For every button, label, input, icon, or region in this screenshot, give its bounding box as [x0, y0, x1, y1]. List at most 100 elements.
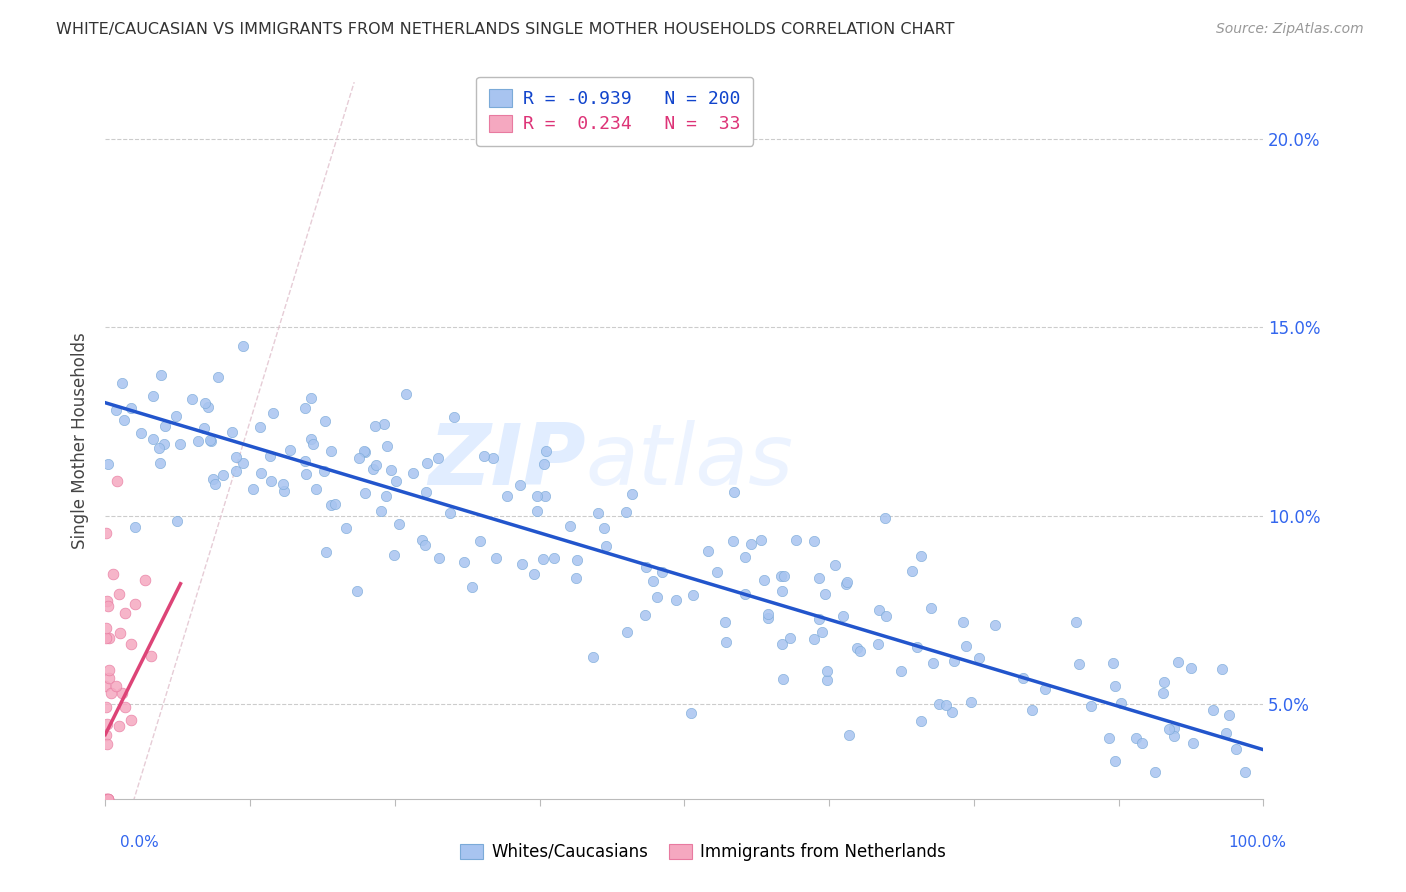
Point	[134, 574, 156, 588]
Point	[770, 583, 793, 598]
Point	[1021, 703, 1043, 717]
Point	[1064, 615, 1087, 629]
Point	[94, 728, 117, 742]
Point	[97, 791, 120, 805]
Point	[905, 640, 928, 654]
Point	[1125, 731, 1147, 745]
Point	[1152, 686, 1174, 700]
Point	[740, 537, 762, 551]
Point	[1211, 662, 1233, 676]
Point	[901, 564, 924, 578]
Point	[756, 607, 779, 621]
Point	[468, 534, 491, 549]
Point	[485, 551, 508, 566]
Point	[94, 791, 117, 805]
Point	[108, 719, 131, 733]
Point	[943, 654, 966, 668]
Point	[824, 558, 846, 572]
Point	[97, 599, 120, 613]
Point	[299, 432, 322, 446]
Point	[595, 539, 617, 553]
Point	[142, 389, 165, 403]
Point	[388, 516, 411, 531]
Point	[211, 468, 233, 483]
Point	[651, 565, 673, 579]
Point	[567, 552, 589, 566]
Point	[225, 450, 247, 464]
Point	[364, 419, 387, 434]
Point	[100, 686, 122, 700]
Point	[969, 651, 991, 665]
Point	[271, 476, 294, 491]
Point	[416, 456, 439, 470]
Point	[1157, 722, 1180, 736]
Point	[960, 695, 983, 709]
Point	[785, 533, 807, 547]
Point	[98, 663, 121, 677]
Point	[723, 534, 745, 549]
Point	[510, 557, 533, 571]
Point	[814, 587, 837, 601]
Point	[803, 533, 825, 548]
Point	[149, 456, 172, 470]
Point	[835, 575, 858, 590]
Point	[204, 477, 226, 491]
Point	[565, 571, 588, 585]
Point	[197, 400, 219, 414]
Point	[935, 698, 957, 713]
Point	[98, 671, 121, 685]
Point	[380, 462, 402, 476]
Point	[815, 664, 838, 678]
Point	[94, 699, 117, 714]
Point	[749, 533, 772, 547]
Point	[94, 631, 117, 645]
Point	[259, 475, 281, 489]
Point	[374, 489, 396, 503]
Point	[108, 625, 131, 640]
Point	[723, 485, 745, 500]
Point	[187, 434, 209, 448]
Point	[706, 565, 728, 579]
Point	[415, 538, 437, 552]
Point	[152, 436, 174, 450]
Point	[232, 339, 254, 353]
Point	[621, 487, 644, 501]
Point	[377, 439, 399, 453]
Point	[273, 483, 295, 498]
Point	[198, 433, 221, 447]
Point	[262, 406, 284, 420]
Point	[120, 401, 142, 415]
Point	[868, 602, 890, 616]
Point	[347, 450, 370, 465]
Point	[169, 437, 191, 451]
Point	[875, 609, 897, 624]
Point	[165, 409, 187, 424]
Point	[910, 549, 932, 564]
Point	[928, 698, 950, 712]
Point	[846, 640, 869, 655]
Y-axis label: Single Mother Households: Single Mother Households	[72, 332, 89, 549]
Point	[1167, 655, 1189, 669]
Point	[155, 419, 177, 434]
Point	[207, 370, 229, 384]
Point	[166, 514, 188, 528]
Point	[807, 611, 830, 625]
Point	[952, 615, 974, 630]
Point	[294, 454, 316, 468]
Point	[321, 498, 343, 512]
Point	[496, 489, 519, 503]
Point	[321, 444, 343, 458]
Point	[1233, 765, 1256, 780]
Point	[299, 391, 322, 405]
Point	[354, 445, 377, 459]
Point	[1098, 731, 1121, 746]
Point	[558, 519, 581, 533]
Point	[232, 456, 254, 470]
Point	[1104, 754, 1126, 768]
Point	[1201, 703, 1223, 717]
Point	[1033, 681, 1056, 696]
Point	[363, 462, 385, 476]
Text: atlas: atlas	[586, 420, 794, 503]
Point	[96, 594, 118, 608]
Point	[866, 637, 889, 651]
